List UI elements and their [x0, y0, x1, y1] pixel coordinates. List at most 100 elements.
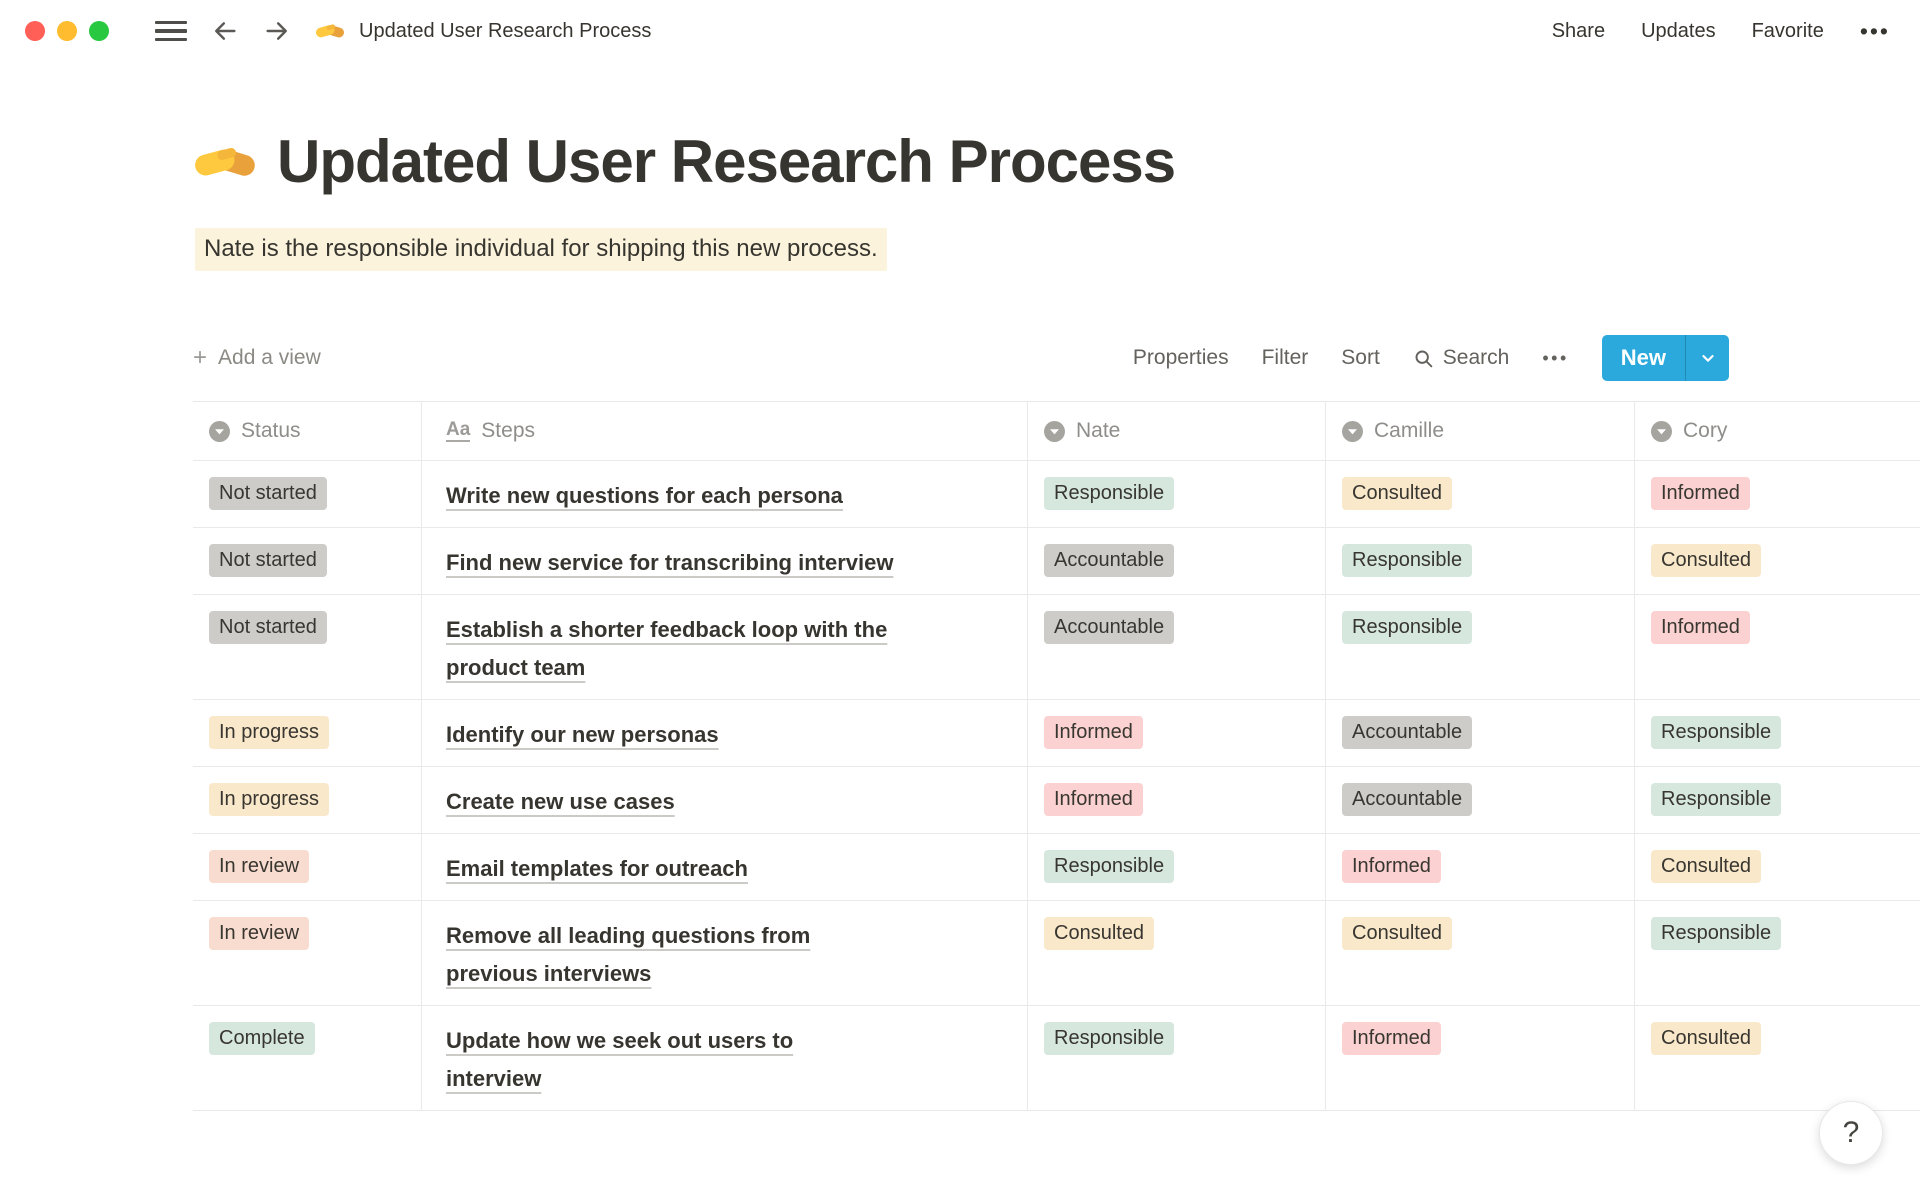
step-title-link[interactable]: Remove all leading questions from [446, 923, 811, 948]
cory-cell[interactable]: Responsible [1635, 767, 1920, 833]
cory-cell[interactable]: Responsible [1635, 901, 1920, 1005]
step-title-link[interactable]: product team [446, 655, 586, 680]
select-property-icon [1651, 420, 1672, 442]
search-button[interactable]: Search [1413, 346, 1510, 370]
search-label: Search [1442, 346, 1510, 369]
cory-cell[interactable]: Informed [1635, 595, 1920, 699]
step-title-link[interactable]: Update how we seek out users to [446, 1028, 794, 1053]
raci-badge: Responsible [1044, 477, 1175, 510]
raci-badge: Informed [1044, 783, 1143, 816]
raci-badge: Consulted [1651, 850, 1762, 883]
nate-cell[interactable]: Informed [1028, 700, 1326, 766]
step-title-link[interactable]: Create new use cases [446, 789, 675, 814]
status-badge: Not started [209, 611, 327, 644]
camille-cell[interactable]: Accountable [1326, 767, 1635, 833]
nate-cell[interactable]: Responsible [1028, 834, 1326, 900]
step-cell[interactable]: Identify our new personas [422, 700, 1028, 766]
raci-badge: Consulted [1651, 544, 1762, 577]
status-cell[interactable]: Not started [193, 461, 422, 527]
cory-cell[interactable]: Consulted [1635, 1006, 1920, 1110]
raci-badge: Informed [1342, 1022, 1441, 1055]
step-cell[interactable]: Write new questions for each persona [422, 461, 1028, 527]
camille-cell[interactable]: Responsible [1326, 595, 1635, 699]
step-title-link[interactable]: Email templates for outreach [446, 856, 748, 881]
raci-badge: Consulted [1342, 917, 1453, 950]
step-title-link[interactable]: interview [446, 1066, 542, 1091]
nate-cell[interactable]: Consulted [1028, 901, 1326, 1005]
nate-cell[interactable]: Responsible [1028, 461, 1326, 527]
chevron-down-icon [1701, 355, 1714, 362]
step-title-link[interactable]: Find new service for transcribing interv… [446, 550, 894, 575]
plus-icon: + [193, 344, 208, 371]
status-cell[interactable]: In progress [193, 700, 422, 766]
raci-badge: Responsible [1342, 611, 1473, 644]
raci-badge: Responsible [1044, 1022, 1175, 1055]
minimize-window-button[interactable] [57, 21, 77, 41]
zoom-window-button[interactable] [89, 21, 109, 41]
favorite-button[interactable]: Favorite [1751, 19, 1824, 42]
step-cell[interactable]: Create new use cases [422, 767, 1028, 833]
add-view-button[interactable]: + Add a view [193, 346, 321, 370]
camille-cell[interactable]: Accountable [1326, 700, 1635, 766]
column-header-label: Nate [1076, 419, 1121, 442]
step-title-link[interactable]: Write new questions for each persona [446, 483, 843, 508]
raci-badge: Responsible [1651, 716, 1782, 749]
nate-cell[interactable]: Accountable [1028, 528, 1326, 594]
page-title[interactable]: Updated User Research Process [277, 128, 1176, 195]
column-header-steps[interactable]: Aa Steps [422, 402, 1028, 460]
nate-cell[interactable]: Accountable [1028, 595, 1326, 699]
cory-cell[interactable]: Consulted [1635, 834, 1920, 900]
camille-cell[interactable]: Responsible [1326, 528, 1635, 594]
properties-button[interactable]: Properties [1132, 346, 1229, 369]
status-cell[interactable]: Complete [193, 1006, 422, 1110]
step-cell[interactable]: Remove all leading questions from previo… [422, 901, 1028, 1005]
highlighted-text[interactable]: Nate is the responsible individual for s… [195, 228, 887, 271]
step-title-link[interactable]: Identify our new personas [446, 722, 719, 747]
filter-button[interactable]: Filter [1261, 346, 1309, 369]
database-toolbar: + Add a view Properties Filter Sort Sear… [193, 327, 1920, 389]
back-button[interactable] [211, 17, 239, 45]
sort-button[interactable]: Sort [1341, 346, 1380, 369]
raci-badge: Responsible [1651, 783, 1782, 816]
status-cell[interactable]: In progress [193, 767, 422, 833]
close-window-button[interactable] [25, 21, 45, 41]
column-header-cory[interactable]: Cory [1635, 402, 1920, 460]
column-header-camille[interactable]: Camille [1326, 402, 1635, 460]
step-title-link[interactable]: previous interviews [446, 961, 652, 986]
forward-button[interactable] [263, 17, 291, 45]
step-cell[interactable]: Establish a shorter feedback loop with t… [422, 595, 1028, 699]
page-title-row: Updated User Research Process [193, 126, 1920, 198]
status-cell[interactable]: In review [193, 901, 422, 1005]
share-button[interactable]: Share [1551, 19, 1606, 42]
step-title-link[interactable]: Establish a shorter feedback loop with t… [446, 617, 888, 642]
raci-badge: Informed [1651, 611, 1750, 644]
nate-cell[interactable]: Responsible [1028, 1006, 1326, 1110]
status-cell[interactable]: Not started [193, 595, 422, 699]
status-cell[interactable]: Not started [193, 528, 422, 594]
new-button-label[interactable]: New [1601, 335, 1685, 381]
status-cell[interactable]: In review [193, 834, 422, 900]
updates-button[interactable]: Updates [1641, 19, 1716, 42]
camille-cell[interactable]: Consulted [1326, 461, 1635, 527]
table-more-options-icon[interactable]: ••• [1542, 347, 1569, 368]
handshake-emoji-icon [315, 24, 344, 38]
more-options-icon[interactable]: ••• [1859, 17, 1890, 44]
cory-cell[interactable]: Informed [1635, 461, 1920, 527]
cory-cell[interactable]: Responsible [1635, 700, 1920, 766]
new-record-button[interactable]: New [1601, 335, 1729, 381]
table-row: Not started Write new questions for each… [193, 461, 1920, 528]
new-button-dropdown[interactable] [1685, 335, 1729, 381]
cory-cell[interactable]: Consulted [1635, 528, 1920, 594]
step-cell[interactable]: Email templates for outreach [422, 834, 1028, 900]
nate-cell[interactable]: Informed [1028, 767, 1326, 833]
help-button[interactable]: ? [1819, 1101, 1883, 1165]
step-cell[interactable]: Find new service for transcribing interv… [422, 528, 1028, 594]
camille-cell[interactable]: Informed [1326, 834, 1635, 900]
handshake-emoji-icon[interactable] [193, 130, 257, 194]
sidebar-menu-icon[interactable] [155, 20, 187, 42]
camille-cell[interactable]: Consulted [1326, 901, 1635, 1005]
column-header-status[interactable]: Status [193, 402, 422, 460]
camille-cell[interactable]: Informed [1326, 1006, 1635, 1110]
step-cell[interactable]: Update how we seek out users to intervie… [422, 1006, 1028, 1110]
column-header-nate[interactable]: Nate [1028, 402, 1326, 460]
